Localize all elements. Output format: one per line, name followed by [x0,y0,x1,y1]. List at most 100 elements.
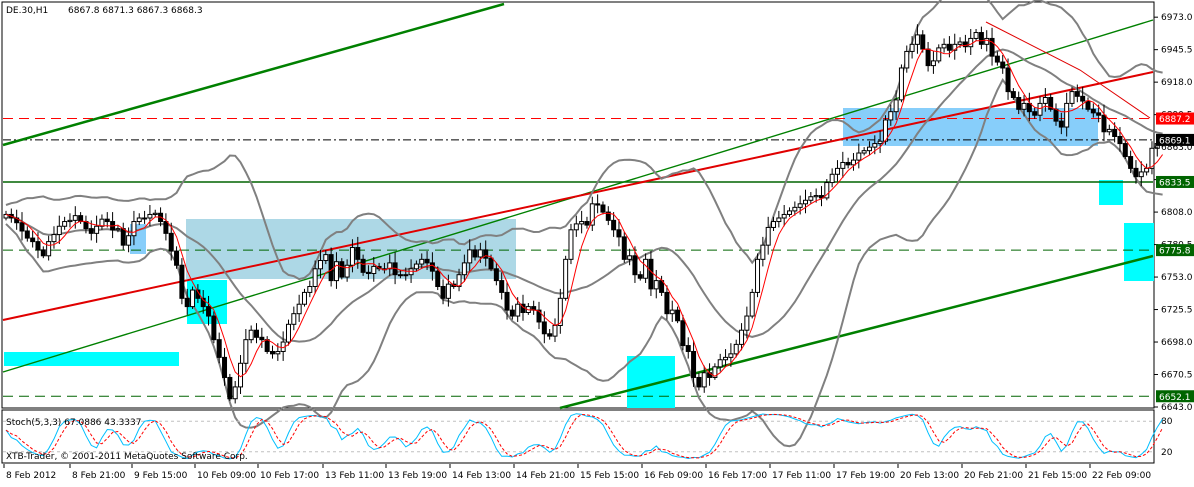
candle [536,301,542,330]
candle-body [435,270,441,288]
fan-line [985,21,1151,119]
candle-body [1090,108,1096,114]
stoch-level-label: 20 [1161,448,1173,458]
price-label-box [1156,175,1194,188]
candle-body [962,41,968,48]
candle [1064,92,1070,137]
candle [461,254,467,282]
candle-body [653,280,659,290]
y-tick-label: 6698.0 [1161,338,1193,348]
candle-body [232,386,238,400]
stoch-level-label: 80 [1161,417,1173,427]
candle-body [536,309,542,323]
candle-body [1128,156,1134,169]
candle [440,279,446,305]
candle [1080,86,1086,110]
candle-body [216,339,222,358]
candle-body [749,291,755,317]
candle-body [632,255,638,276]
candle [179,258,185,305]
candle [243,329,249,373]
candle-body [755,258,761,293]
candle [291,306,297,331]
candle-body [88,228,94,234]
candle-body [803,199,808,205]
candle-body [696,376,702,388]
stoch-layer: 80 20 [3,413,1173,460]
x-tick-label: 13 Feb 19:00 [388,471,447,481]
candle-body [776,217,782,223]
candle [493,262,499,286]
candle-body [563,258,569,299]
candle [126,227,132,253]
candle-body [1005,67,1011,93]
candle-body [850,159,856,166]
candle-body [1085,100,1091,110]
bollinger-lower [5,78,1163,448]
candle-body [328,254,334,282]
candle [776,210,782,228]
candle-body [429,262,435,272]
candle [653,269,659,299]
candle [930,51,936,74]
x-tick-label: 8 Feb 2012 [6,471,56,481]
candle [600,201,606,215]
candle-body [861,150,867,154]
candle-body [312,268,318,288]
candle [755,253,761,298]
symbol-label: DE.30,H1 [6,6,48,16]
candle [413,260,419,272]
candle-body [355,247,361,260]
candle-body [24,230,30,239]
candle-body [35,241,41,251]
candle-body [349,247,355,266]
candle-body [872,143,878,148]
price-label-box [1156,112,1194,125]
candle [749,288,755,319]
candle-body [413,263,419,270]
candle-body [344,264,350,278]
candle [397,269,403,279]
candle [355,236,361,269]
candle-body [397,274,403,277]
candle [152,209,158,217]
candle [72,206,78,229]
candle [685,337,691,359]
candle [739,323,745,351]
candle [344,259,350,282]
candle-body [104,218,110,223]
candle [989,27,995,66]
candle [701,365,707,393]
candle [781,205,787,227]
candle [771,216,777,231]
candle-body [488,257,494,270]
candle-body [19,222,25,232]
candle [845,157,851,169]
candle [984,30,990,52]
candle [557,288,563,334]
candle-body [771,221,777,228]
candle [275,343,281,361]
candle [611,212,617,237]
candle-body [557,297,563,326]
candle-body [259,336,265,341]
candle-body [989,37,995,57]
stoch-pane-frame [1,409,1155,464]
candle-body [579,221,585,225]
candle-body [898,67,904,101]
candle-body [589,203,595,226]
candle [3,210,9,221]
candle-body [733,343,739,355]
candle [627,248,633,266]
x-tick-label: 13 Feb 11:00 [325,471,384,481]
y-tick-label: 6808.0 [1161,208,1193,218]
y-tick-label: 6863.0 [1161,143,1193,153]
candle-body [952,43,958,51]
candle [40,246,46,259]
candle [270,345,275,359]
candle [317,249,323,279]
candle-body [760,244,766,260]
candle [435,266,441,291]
candle-body [781,213,787,219]
candle-body [131,221,137,237]
